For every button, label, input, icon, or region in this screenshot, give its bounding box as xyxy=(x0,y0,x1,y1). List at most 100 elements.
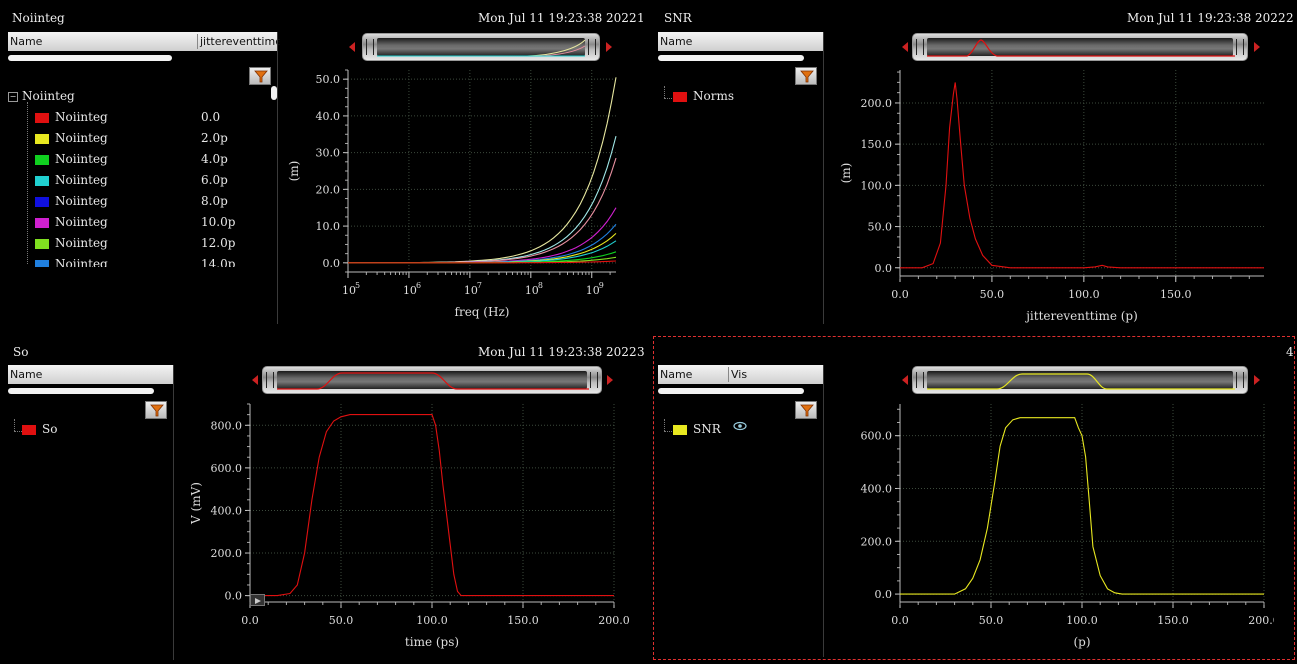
legend-header[interactable]: Name Vis xyxy=(658,365,823,384)
x-tick-exponent: 9 xyxy=(599,281,604,290)
legend-item[interactable]: Noiinteg 2.0p xyxy=(35,130,271,150)
legend-item-name: Noiinteg xyxy=(55,110,108,124)
vertical-scrollbar[interactable] xyxy=(271,86,277,100)
column-name[interactable]: Name xyxy=(10,368,43,381)
legend-item[interactable]: So xyxy=(22,421,162,441)
legend-header[interactable]: Name jittereventtime xyxy=(8,32,280,51)
scroll-left-arrow[interactable] xyxy=(252,375,258,385)
y-tick-label: 0.0 xyxy=(225,590,243,603)
x-axis-label: (p) xyxy=(1073,635,1090,649)
legend-item[interactable]: Noiinteg 6.0p xyxy=(35,172,271,192)
tree-root[interactable]: − Noiinteg xyxy=(8,89,75,103)
y-tick-label: 200.0 xyxy=(861,535,893,548)
x-tick-label: 150.0 xyxy=(1157,614,1189,627)
series-line xyxy=(250,414,614,597)
legend-list: Noiinteg 0.0 Noiinteg 2.0p Noiinteg 4.0p Noiin… xyxy=(35,109,271,267)
filter-button[interactable] xyxy=(249,67,271,85)
filter-icon xyxy=(800,404,814,417)
panel-index: 2 xyxy=(1286,11,1294,25)
column-name[interactable]: Name xyxy=(10,35,43,48)
legend-item[interactable]: Noiinteg 14.0p xyxy=(35,256,271,267)
legend-item[interactable]: Norms xyxy=(673,88,813,108)
overview-slider[interactable] xyxy=(912,366,1248,394)
play-button[interactable] xyxy=(250,594,265,606)
legend-item-value: 10.0p xyxy=(201,215,236,229)
chart-snr-norms[interactable]: 0.0 50.0 100.0 150.0 200.0 0.0 50.0 100.0 150.0 j… xyxy=(824,62,1274,328)
y-tick-label: 50.0 xyxy=(868,221,893,234)
filter-button[interactable] xyxy=(795,401,817,419)
x-axis-label: freq (Hz) xyxy=(455,305,510,319)
legend-header[interactable]: Name xyxy=(8,365,173,384)
y-tick-label: 0.0 xyxy=(323,257,341,270)
legend-item[interactable]: Noiinteg 10.0p xyxy=(35,214,271,234)
column-name[interactable]: Name xyxy=(660,35,693,48)
x-tick-exponent: 5 xyxy=(355,281,360,290)
y-tick-label: 200.0 xyxy=(861,97,893,110)
filter-button[interactable] xyxy=(145,401,167,419)
chart-noiinteg[interactable]: 0.010.020.030.040.050.010 5 10 6 10 7 10 8 10 9fr… xyxy=(278,62,618,328)
filter-button[interactable] xyxy=(795,67,817,85)
column-vis[interactable]: Vis xyxy=(731,368,748,381)
overview-slider[interactable] xyxy=(362,33,600,61)
x-axis-label: time (ps) xyxy=(405,635,459,649)
panel-index: 1 xyxy=(637,11,645,25)
legend-item[interactable]: Noiinteg 0.0 xyxy=(35,109,271,129)
x-tick-label: 10 xyxy=(586,284,600,297)
legend-item-name: So xyxy=(42,422,58,436)
legend-item-name: Noiinteg xyxy=(55,215,108,229)
legend-item[interactable]: Noiinteg 8.0p xyxy=(35,193,271,213)
x-tick-label: 0.0 xyxy=(241,614,259,627)
scroll-right-arrow[interactable] xyxy=(1254,42,1260,52)
scroll-right-arrow[interactable] xyxy=(607,375,613,385)
horizontal-scrollbar[interactable] xyxy=(8,388,154,394)
panel-timestamp: Mon Jul 11 19:23:38 2022 xyxy=(478,11,637,25)
scroll-right-arrow[interactable] xyxy=(606,42,612,52)
scroll-left-arrow[interactable] xyxy=(902,375,908,385)
play-icon xyxy=(255,598,261,604)
chart-so[interactable]: 0.0 200.0 400.0 600.0 800.0 0.0 50.0 100.0 150.0… xyxy=(174,396,634,662)
column-jittereventtime[interactable]: jittereventtime xyxy=(200,35,280,48)
overview-slider[interactable] xyxy=(912,33,1248,61)
legend-swatch xyxy=(35,197,49,207)
legend-item[interactable]: SNR xyxy=(673,421,813,441)
overview-thumbnail xyxy=(927,39,1235,57)
y-tick-label: 40.0 xyxy=(316,110,341,123)
x-tick-exponent: 8 xyxy=(538,281,543,290)
x-tick-exponent: 6 xyxy=(416,281,421,290)
column-name[interactable]: Name xyxy=(660,368,693,381)
overview-thumbnail xyxy=(927,373,1235,390)
collapse-icon[interactable]: − xyxy=(8,92,18,102)
legend-header[interactable]: Name xyxy=(658,32,823,51)
legend-swatch xyxy=(673,92,687,102)
legend-item[interactable]: Noiinteg 12.0p xyxy=(35,235,271,255)
y-tick-label: 100.0 xyxy=(861,179,893,192)
panel-timestamp: Mon Jul 11 19:23:38 2022 xyxy=(1127,11,1286,25)
x-tick-label: 100.0 xyxy=(1068,288,1100,301)
chart-snr[interactable]: 0.0 200.0 400.0 600.0 0.0 50.0 100.0 150.0 200.0… xyxy=(824,396,1274,662)
horizontal-scrollbar[interactable] xyxy=(8,55,172,61)
y-axis-label: V (mV) xyxy=(189,482,203,525)
overview-slider[interactable] xyxy=(262,366,602,394)
legend-item-value: 14.0p xyxy=(201,257,236,267)
x-tick-label: 150.0 xyxy=(1160,288,1192,301)
y-tick-label: 600.0 xyxy=(211,462,243,475)
scroll-left-arrow[interactable] xyxy=(902,42,908,52)
horizontal-scrollbar[interactable] xyxy=(658,55,804,61)
horizontal-scrollbar[interactable] xyxy=(658,388,804,394)
panel-title: So xyxy=(13,345,29,359)
x-tick-label: 10 xyxy=(403,284,417,297)
legend-item-value: 12.0p xyxy=(201,236,236,250)
legend-item[interactable]: Noiinteg 4.0p xyxy=(35,151,271,171)
legend-swatch xyxy=(35,113,49,123)
legend-item-value: 4.0p xyxy=(201,152,228,166)
legend-item-name: Noiinteg xyxy=(55,173,108,187)
visibility-eye-icon[interactable] xyxy=(733,421,747,434)
x-tick-label: 50.0 xyxy=(979,614,1004,627)
y-tick-label: 50.0 xyxy=(316,73,341,86)
legend-item-name: Norms xyxy=(693,89,734,103)
scroll-right-arrow[interactable] xyxy=(1254,375,1260,385)
y-tick-label: 400.0 xyxy=(211,504,243,517)
series-line xyxy=(900,417,1264,595)
x-tick-label: 50.0 xyxy=(980,288,1005,301)
scroll-left-arrow[interactable] xyxy=(349,42,355,52)
